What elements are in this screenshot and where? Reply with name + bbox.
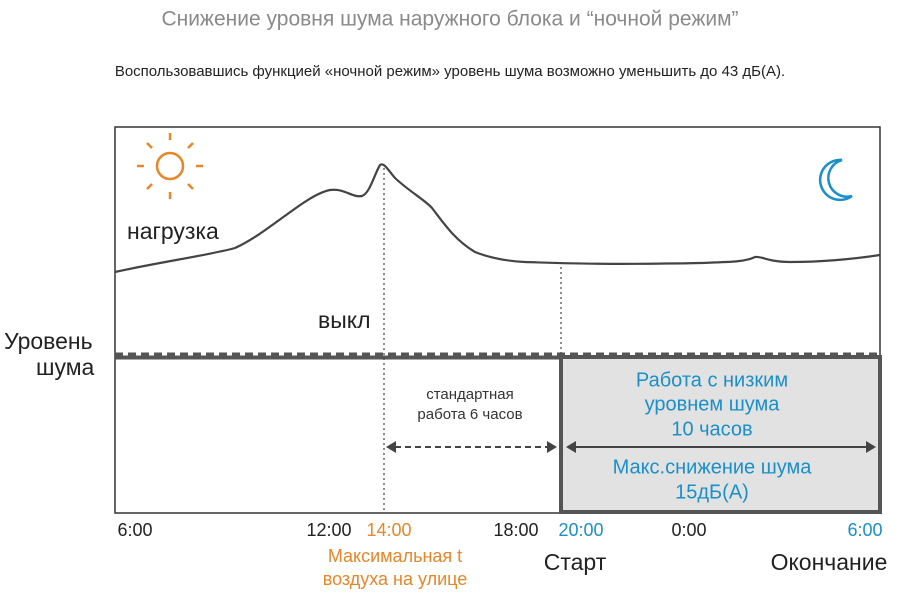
load-label: нагрузка: [127, 218, 219, 244]
time-label: 0:00: [671, 520, 706, 540]
title: Снижение уровня шума наружного блока и “…: [161, 8, 738, 31]
low-noise-label: Работа с низким: [636, 369, 788, 391]
standard-label: работа 6 часов: [417, 406, 522, 423]
max-reduction-label: Макс.снижение шума: [613, 456, 813, 478]
end-label: Окончание: [771, 549, 888, 575]
time-label: 14:00: [366, 520, 411, 540]
max-reduction-label: 15дБ(А): [675, 481, 749, 503]
chart-frame: [114, 126, 881, 514]
sun-icon: [137, 133, 203, 199]
time-label: 12:00: [306, 520, 351, 540]
y-label: шума: [36, 354, 95, 380]
time-label: 6:00: [847, 520, 882, 540]
time-label: 18:00: [493, 520, 538, 540]
subtitle: Воспользовавшись функцией «ночной режим»…: [115, 63, 785, 80]
time-label: 20:00: [558, 520, 603, 540]
off-label: выкл: [318, 307, 371, 333]
moon-icon: [818, 158, 853, 202]
load-curve: [114, 163, 881, 274]
max-temp-label: Максимальная t: [328, 546, 462, 566]
night-box: [559, 355, 882, 514]
standard-label: стандартная: [426, 386, 514, 403]
y-label: Уровень: [4, 328, 93, 354]
arrow-heads: [386, 441, 557, 453]
time-label: 6:00: [117, 520, 152, 540]
low-noise-label: 10 часов: [671, 418, 752, 440]
low-noise-label: уровнем шума: [645, 393, 781, 415]
start-label: Старт: [544, 549, 607, 575]
max-temp-label: воздуха на улице: [323, 569, 468, 589]
